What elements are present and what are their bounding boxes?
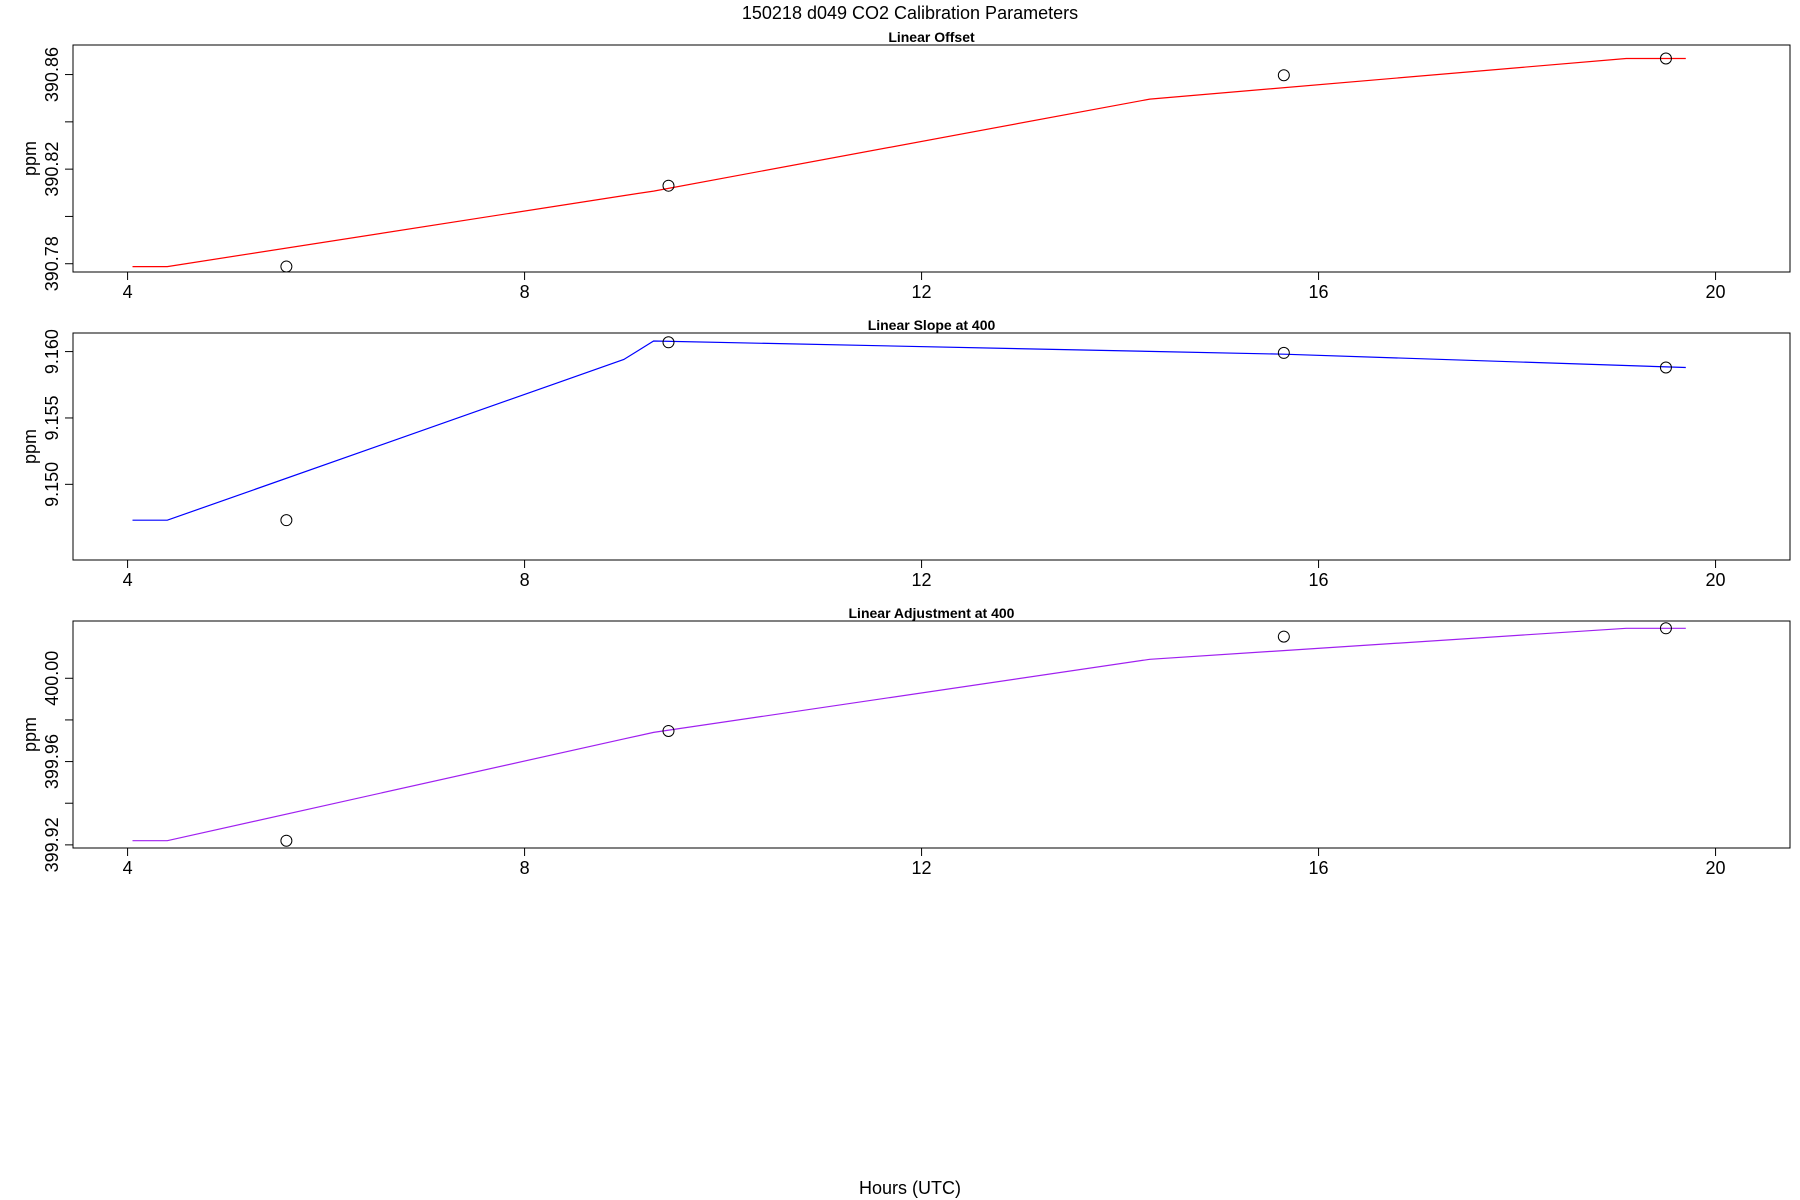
offset-data-point xyxy=(1659,52,1672,65)
offset-panel-title: Linear Offset xyxy=(888,29,975,45)
adjustment-ytick-label: 399.92 xyxy=(42,817,62,872)
slope-panel-title: Linear Slope at 400 xyxy=(868,317,996,333)
adjustment-plot-frame xyxy=(72,620,1791,849)
adjustment-panel-title: Linear Adjustment at 400 xyxy=(849,605,1015,621)
adjustment-xtick-label: 4 xyxy=(123,858,133,878)
offset-ylabel: ppm xyxy=(20,141,40,176)
offset-xtick-label: 12 xyxy=(912,282,932,302)
adjustment-xtick-label: 8 xyxy=(520,858,530,878)
slope-xtick-label: 4 xyxy=(123,570,133,590)
panel-linear-adjustment: Linear Adjustment at 400 ppm 4 8 12 16 20 399.9… xyxy=(20,605,1791,878)
offset-data-point xyxy=(662,179,675,192)
slope-data-point xyxy=(1277,346,1290,359)
offset-ytick-label: 390.82 xyxy=(42,142,62,197)
adjustment-data-point xyxy=(1277,630,1290,643)
offset-ytick-label: 390.86 xyxy=(42,47,62,102)
adjustment-ytick-label: 400.00 xyxy=(42,651,62,706)
offset-data-point xyxy=(280,260,293,273)
adjustment-data-point xyxy=(662,724,675,737)
slope-xtick-label: 8 xyxy=(520,570,530,590)
slope-data-point xyxy=(1659,361,1672,374)
slope-xtick-label: 12 xyxy=(912,570,932,590)
slope-xtick-label: 16 xyxy=(1309,570,1329,590)
adjustment-xtick-label: 20 xyxy=(1706,858,1726,878)
offset-xtick-label: 8 xyxy=(520,282,530,302)
adjustment-data-point xyxy=(1659,622,1672,635)
offset-data-point xyxy=(1277,69,1290,82)
slope-ytick-label: 9.150 xyxy=(42,462,62,507)
slope-ytick-label: 9.160 xyxy=(42,329,62,374)
adjustment-ylabel: ppm xyxy=(20,717,40,752)
figure-title: 150218 d049 CO2 Calibration Parameters xyxy=(742,3,1078,23)
panel-linear-offset: Linear Offset ppm 4 8 12 16 20 390.78 390.82 390.… xyxy=(20,29,1791,302)
slope-xtick-label: 20 xyxy=(1706,570,1726,590)
figure-xlabel: Hours (UTC) xyxy=(859,1178,961,1198)
adjustment-xtick-label: 12 xyxy=(912,858,932,878)
offset-series-line xyxy=(132,57,1686,268)
slope-data-point xyxy=(662,336,675,349)
adjustment-ytick-label: 399.96 xyxy=(42,734,62,789)
slope-plot-frame xyxy=(72,332,1791,561)
adjustment-series-line xyxy=(132,627,1686,842)
slope-data-point xyxy=(280,514,293,527)
adjustment-xtick-label: 16 xyxy=(1309,858,1329,878)
offset-plot-frame xyxy=(72,44,1791,273)
offset-ytick-label: 390.78 xyxy=(42,236,62,291)
offset-xtick-label: 20 xyxy=(1706,282,1726,302)
offset-xtick-label: 4 xyxy=(123,282,133,302)
offset-xtick-label: 16 xyxy=(1309,282,1329,302)
panel-linear-slope: Linear Slope at 400 ppm 4 8 12 16 20 9.150 9.155… xyxy=(20,317,1791,590)
slope-series-line xyxy=(132,340,1686,521)
adjustment-data-point xyxy=(280,834,293,847)
slope-ytick-label: 9.155 xyxy=(42,395,62,440)
slope-ylabel: ppm xyxy=(20,429,40,464)
